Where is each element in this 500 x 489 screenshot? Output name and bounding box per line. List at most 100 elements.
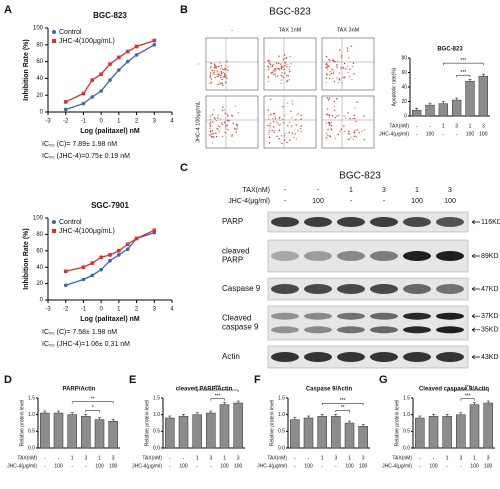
flow-dot: [289, 70, 291, 73]
flow-dot: [224, 65, 227, 67]
panel-label: E: [129, 374, 136, 386]
flow-dot: [340, 57, 343, 59]
flow-dot: [221, 135, 224, 138]
condition-value: 100: [411, 198, 423, 205]
y-axis-label: Relative protein level: [144, 400, 150, 446]
flow-dot: [326, 97, 329, 99]
blot-band: [304, 251, 332, 261]
bar: [442, 416, 452, 449]
flow-dot: [224, 73, 226, 76]
condition-value: -: [85, 463, 87, 469]
condition-row-label: TAX(nM): [392, 455, 412, 461]
blot-band: [403, 284, 431, 294]
flow-dot: [212, 132, 214, 135]
condition-value: 3: [84, 455, 87, 461]
blot-band: [403, 326, 431, 334]
flow-dot: [333, 109, 336, 112]
flow-dot: [224, 127, 227, 129]
point: [108, 258, 112, 263]
condition-value: -: [317, 187, 320, 194]
series-line: [65, 39, 155, 103]
blot-band: [337, 217, 365, 227]
flow-dot: [213, 73, 215, 75]
condition-value: 3: [482, 123, 485, 129]
flow-dot: [329, 122, 331, 125]
point: [99, 267, 103, 272]
flow-dot: [333, 70, 335, 72]
blot-band: [370, 284, 398, 294]
flow-dot: [286, 63, 288, 65]
flow-dot: [300, 114, 302, 117]
blot-band: [436, 312, 464, 320]
flow-dot: [290, 110, 292, 113]
bar: [438, 103, 448, 117]
flow-dot: [213, 63, 216, 65]
flow-dot: [221, 109, 224, 112]
flow-dot: [214, 64, 216, 67]
flow-dot: [278, 130, 280, 132]
flow-dot: [267, 124, 269, 126]
condition-value: 3: [382, 187, 386, 194]
flow-dot: [209, 123, 211, 125]
condition-value: -: [183, 455, 185, 461]
flow-dot: [209, 118, 212, 121]
significance-bracket: [210, 398, 225, 401]
flow-dot: [326, 73, 328, 76]
flow-dot: [224, 131, 227, 134]
y-tick-label: 0.0: [153, 445, 160, 451]
flow-dot: [278, 138, 280, 140]
flow-dot: [220, 74, 222, 77]
condition-value: 1: [446, 455, 449, 461]
flow-dot: [227, 66, 229, 68]
blot-strip: [267, 277, 469, 301]
y-tick-label: 0.0: [278, 445, 285, 451]
flow-dot: [295, 119, 297, 121]
point: [81, 101, 86, 106]
flow-dot: [213, 117, 216, 119]
flow-dot: [224, 112, 226, 115]
y-tick-label: 0.0: [403, 445, 410, 451]
y-tick-label: 80: [401, 55, 407, 61]
point: [134, 44, 139, 49]
flow-dot: [209, 127, 211, 129]
blot-band: [403, 312, 431, 320]
flow-dot: [226, 124, 228, 126]
flow-dot: [214, 66, 216, 69]
condition-value: -: [419, 455, 421, 461]
bar: [53, 412, 64, 449]
y-tick-label: 40: [36, 265, 43, 271]
flow-dot: [216, 127, 218, 130]
flow-dot: [330, 127, 332, 130]
flow-plot: [321, 95, 375, 149]
flow-dot: [279, 116, 281, 119]
flow-dot: [268, 129, 271, 132]
size-arrow: [471, 253, 480, 259]
flow-dot: [354, 135, 357, 137]
flow-dot: [328, 115, 331, 117]
condition-value: -: [383, 198, 386, 205]
flow-dot: [224, 122, 226, 125]
y-axis-label: Inhibition Rate (%): [23, 228, 30, 289]
x-tick-label: 4: [170, 307, 174, 313]
flow-dot: [270, 122, 272, 125]
flow-dot: [349, 117, 351, 120]
flow-dot: [277, 75, 279, 77]
flow-dot: [237, 112, 240, 114]
x-tick-label: 3: [153, 119, 157, 125]
condition-row-label: JHC-4(μg/ml): [379, 131, 409, 137]
legend-label: Control: [59, 29, 82, 36]
flow-dot: [353, 114, 356, 117]
flow-dot: [340, 68, 342, 70]
flow-dot: [209, 133, 211, 136]
flow-dot: [330, 72, 333, 75]
blot-band: [436, 217, 464, 227]
flow-dot: [340, 128, 343, 130]
condition-value: 100: [54, 463, 63, 469]
y-axis-label: Inhibition Rate (%): [23, 39, 30, 100]
flow-dot: [269, 125, 271, 127]
condition-value: 100: [444, 198, 456, 205]
condition-value: 1: [321, 455, 324, 461]
blot-strip: [267, 305, 469, 341]
y-tick-label: 1.0: [153, 412, 160, 418]
